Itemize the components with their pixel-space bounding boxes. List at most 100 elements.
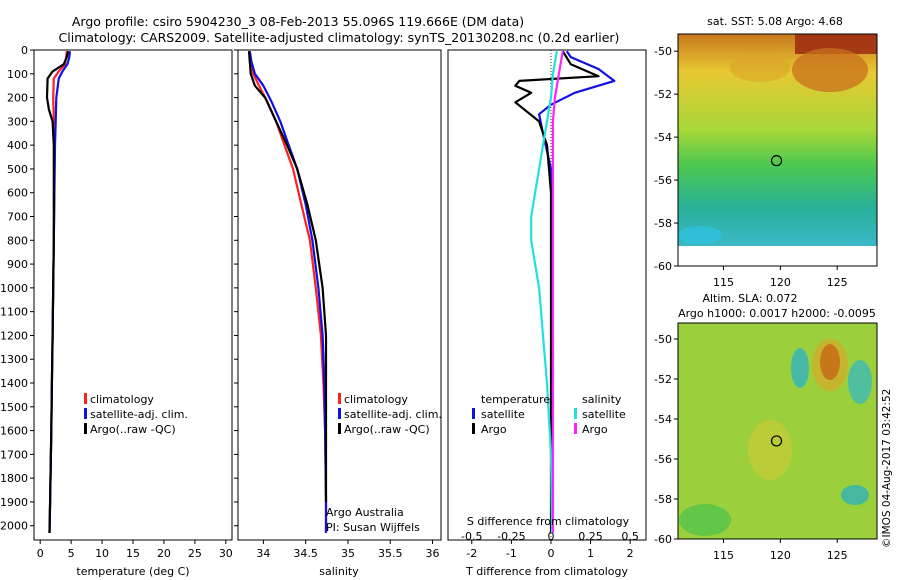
temperature-legend: climatology satellite-adj. clim. Argo(..… (84, 393, 188, 436)
y-tick-label: 1800 (0, 472, 28, 485)
sla-low-patch-1 (791, 348, 809, 388)
temperature-panel: 0100200300400500600700800900100011001200… (0, 44, 233, 578)
legend-swatch-satellite (84, 408, 87, 419)
y-tick-label: 900 (7, 258, 28, 271)
lat-tick-label: -52 (654, 373, 672, 386)
lat-tick-label: -58 (654, 217, 672, 230)
lat-tick-label: -56 (654, 453, 672, 466)
x-tick-label: 5 (68, 547, 75, 560)
depth-axis-ticks: 0 100 200 300 400 500 600 700 800 900 1000 1100 1200… (0, 44, 34, 533)
sla-map-latitude-ticks: -50 -52 -54 -56 -58 -60 (654, 333, 678, 546)
title-line-1: Argo profile: csiro 5904230_3 08-Feb-201… (72, 14, 524, 29)
sla-low-patch-3 (841, 485, 869, 505)
y-tick-label: 1300 (0, 353, 28, 366)
sst-cool-patch-south (678, 226, 722, 244)
lon-tick-label: 115 (713, 549, 734, 562)
x-tick-label: 2 (627, 547, 634, 560)
lat-tick-label: -60 (654, 533, 672, 546)
y-tick-label: 800 (7, 234, 28, 247)
lat-tick-label: -56 (654, 174, 672, 187)
lat-tick-label: -60 (654, 260, 672, 273)
y-tick-label: 700 (7, 211, 28, 224)
lon-tick-label: 120 (770, 549, 791, 562)
t-difference-axis-ticks: -2 -1 0 1 2 (466, 540, 634, 560)
legend-label-t-argo: Argo (481, 423, 507, 436)
sst-map-panel: sat. SST: 5.08 Argo: 4.68 115 120 125 -50-… (654, 15, 878, 289)
difference-plot-frame (447, 49, 647, 541)
y-tick-label: 1400 (0, 377, 28, 390)
sla-yellow-patch (748, 420, 792, 480)
sst-warm-patch-east (792, 48, 868, 92)
s-diff-tick-label: 0.5 (621, 530, 639, 543)
s-diff-tick-label: 0.25 (578, 530, 603, 543)
sst-warm-patch-top (795, 34, 877, 54)
x-tick-label: 30 (219, 547, 233, 560)
y-tick-label: 1200 (0, 329, 28, 342)
lat-tick-label: -54 (654, 131, 672, 144)
sst-map-longitude-ticks: 115 120 125 (713, 266, 848, 289)
salinity-axis-ticks: 34 34.5 35 35.5 36 (256, 540, 440, 560)
x-tick-label: 20 (157, 547, 171, 560)
sla-map-frame (677, 322, 878, 540)
sst-map-title: sat. SST: 5.08 Argo: 4.68 (707, 15, 843, 28)
x-tick-label: 25 (188, 547, 202, 560)
legend-label-s-argo: Argo (582, 423, 608, 436)
y-tick-label: 400 (7, 139, 28, 152)
legend-swatch-argo (338, 423, 341, 434)
salinity-plot-frame (237, 49, 442, 541)
lon-tick-label: 125 (827, 276, 848, 289)
x-tick-label: 35.5 (378, 547, 403, 560)
x-tick-label: 34.5 (293, 547, 318, 560)
argo-position-marker (770, 435, 783, 447)
series-line-climatology (247, 51, 328, 533)
legend-heading-salinity: salinity (582, 393, 622, 406)
legend-swatch-t-argo (472, 423, 475, 434)
s-difference-axis-label: S difference from climatology (467, 515, 630, 528)
legend-swatch-climatology (84, 393, 87, 404)
lat-tick-label: -58 (654, 493, 672, 506)
difference-legend: temperature satellite Argo salinity sate… (472, 393, 626, 436)
y-tick-label: 500 (7, 163, 28, 176)
series-line-argo-raw-qc- (45, 50, 70, 533)
series-line-t-argo (514, 50, 600, 533)
sst-warm-patch-north (730, 54, 790, 82)
difference-panel: -2 -1 0 1 2 -0.5 -0.25 0 0.25 0.5 S difference f… (447, 49, 647, 578)
x-tick-label: 36 (426, 547, 440, 560)
x-tick-label: -2 (466, 547, 477, 560)
y-tick-label: 1100 (0, 306, 28, 319)
sla-map-longitude-ticks: 115 120 125 (713, 539, 848, 562)
sst-no-data-strip (678, 246, 877, 266)
y-tick-label: 2000 (0, 520, 28, 533)
lat-tick-label: -52 (654, 88, 672, 101)
sla-green-patch (679, 504, 731, 536)
y-tick-label: 1000 (0, 282, 28, 295)
title-line-2: Climatology: CARS2009. Satellite-adjuste… (59, 30, 620, 45)
y-tick-label: 200 (7, 92, 28, 105)
y-tick-label: 1500 (0, 401, 28, 414)
x-tick-label: -1 (506, 547, 517, 560)
legend-swatch-s-satellite (574, 408, 577, 419)
salinity-panel: 34 34.5 35 35.5 36 salinity climatology sate… (234, 49, 442, 578)
annotation-pi: PI: Susan Wijffels (326, 521, 420, 534)
y-tick-label: 100 (7, 68, 28, 81)
argo-position-marker (770, 155, 783, 167)
sla-low-patch-2 (848, 360, 872, 404)
x-tick-label: 34 (256, 547, 270, 560)
salinity-axis-label: salinity (319, 565, 359, 578)
x-tick-label: 10 (95, 547, 109, 560)
legend-label-argo: Argo(..raw -QC) (90, 423, 176, 436)
y-tick-label: 300 (7, 115, 28, 128)
x-tick-label: 0 (37, 547, 44, 560)
legend-label-argo: Argo(..raw -QC) (344, 423, 430, 436)
legend-label-t-satellite: satellite (481, 408, 525, 421)
difference-series (514, 50, 616, 533)
copyright-stamp: ©IMOS 04-Aug-2017 03:42:52 (881, 389, 893, 548)
sla-high-patch-halo (812, 339, 848, 391)
x-tick-label: 15 (126, 547, 140, 560)
sla-map-title: Altim. SLA: 0.072 (702, 292, 797, 305)
annotation-argo-australia: Argo Australia (326, 506, 404, 519)
salinity-legend: climatology satellite-adj. clim. Argo(..… (338, 393, 442, 436)
legend-swatch-climatology (338, 393, 341, 404)
temperature-axis-ticks: 0 5 10 15 20 25 30 (37, 540, 233, 560)
